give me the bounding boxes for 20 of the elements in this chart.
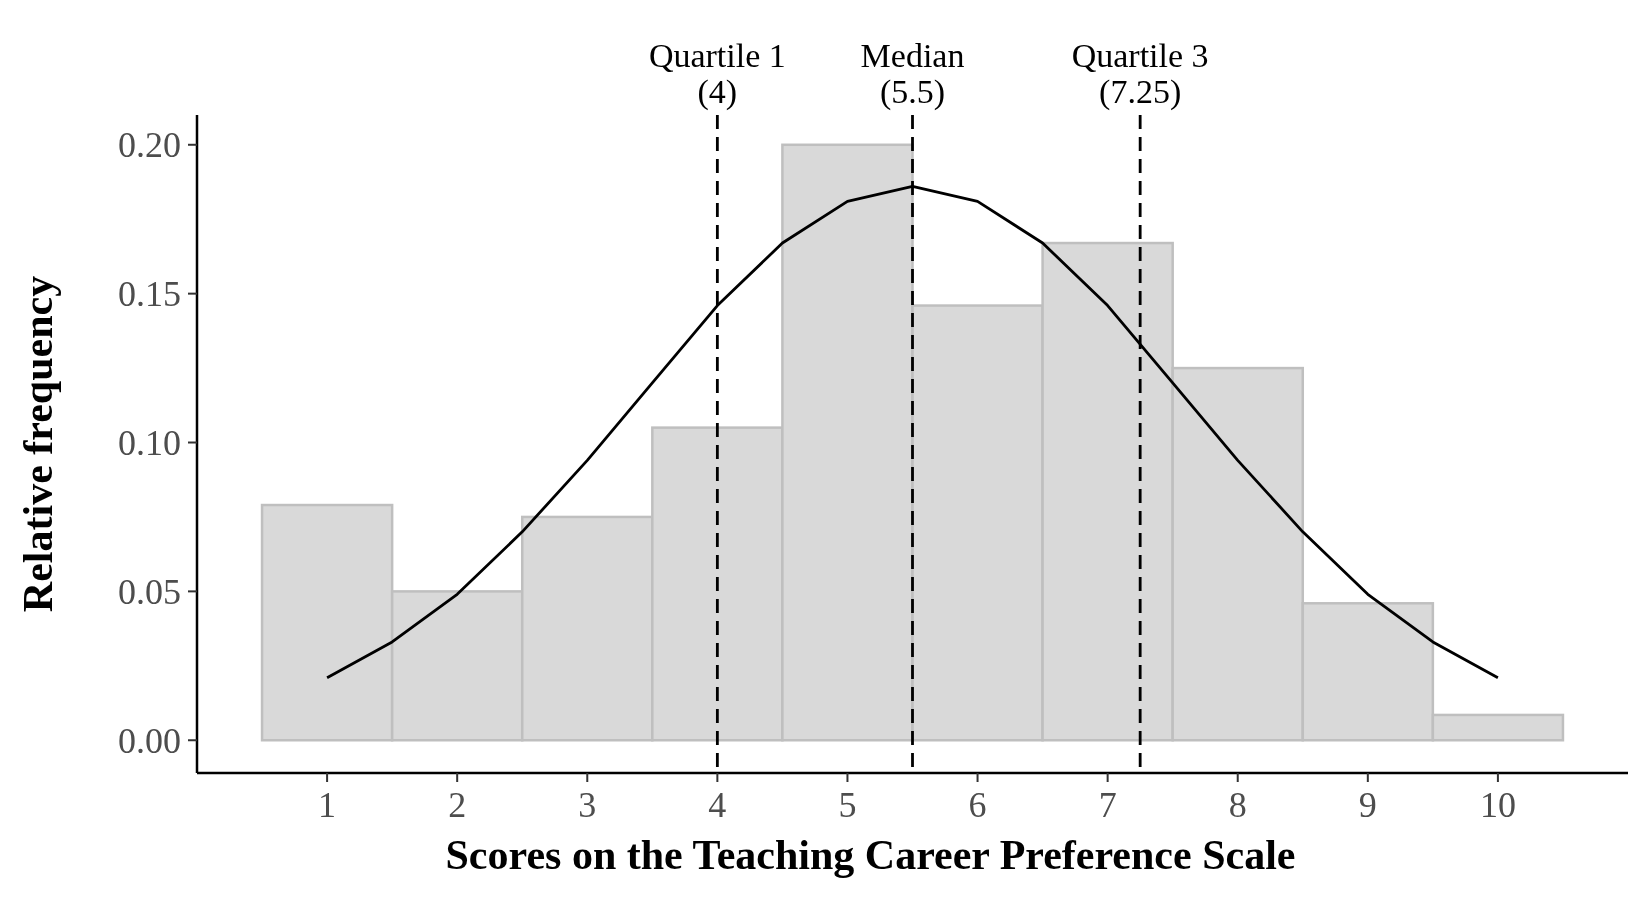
x-tick-label: 9	[1358, 785, 1377, 825]
y-axis-title: Relative frequency	[15, 275, 61, 613]
x-tick-label: 3	[578, 785, 597, 825]
x-tick-label: 1	[318, 785, 337, 825]
x-tick-label: 5	[838, 785, 857, 825]
x-tick-label: 8	[1228, 785, 1247, 825]
y-tick-label: 0.10	[118, 423, 181, 464]
y-tick-label: 0.00	[118, 720, 181, 761]
x-tick-label: 2	[448, 785, 467, 825]
y-tick-label: 0.15	[118, 274, 181, 315]
y-tick-label: 0.20	[118, 125, 181, 166]
x-tick-label: 4	[708, 785, 727, 825]
y-tick-label: 0.05	[118, 571, 181, 612]
ref-line-label: Quartile 3 (7.25)	[1071, 37, 1209, 111]
x-tick-label: 7	[1098, 785, 1117, 825]
x-tick-label: 10	[1479, 785, 1516, 825]
x-axis-title: Scores on the Teaching Career Preference Scale	[445, 832, 1296, 878]
ref-line-label: Quartile 1 (4)	[648, 37, 786, 111]
ref-line-label: Median (5.5)	[860, 37, 965, 111]
x-tick-label: 6	[968, 785, 987, 825]
